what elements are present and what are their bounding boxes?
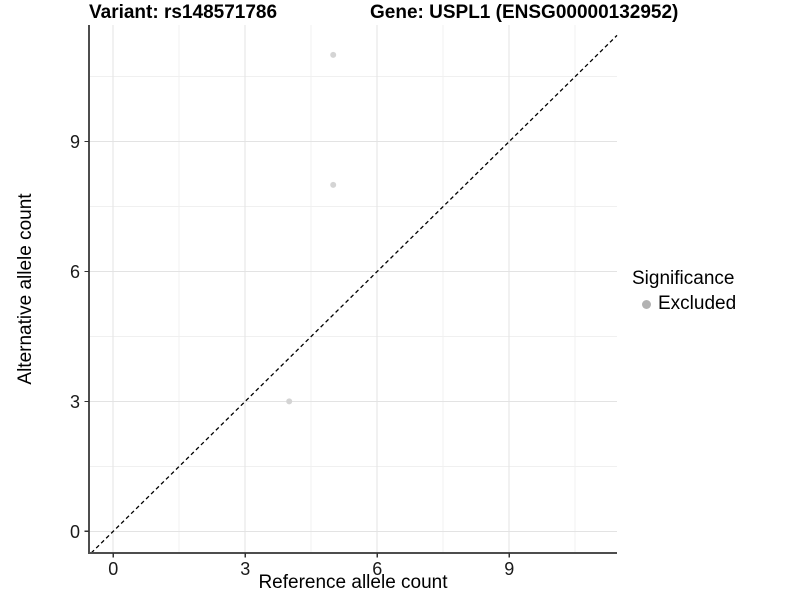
- data-point: [286, 398, 293, 405]
- identity-line: [90, 34, 618, 554]
- legend-item-excluded: Excluded: [632, 293, 736, 315]
- legend: Significance Excluded: [632, 268, 736, 315]
- y-tick-label: 6: [70, 262, 80, 282]
- x-tick-label: 6: [372, 559, 382, 579]
- plot-title-variant: Variant: rs148571786: [89, 2, 278, 23]
- x-tick-label: 0: [108, 559, 118, 579]
- data-point: [330, 51, 337, 58]
- y-axis-title: Alternative allele count: [15, 193, 36, 385]
- data-point: [330, 181, 337, 188]
- legend-dot-icon: [642, 299, 651, 309]
- legend-item-label: Excluded: [658, 293, 737, 314]
- y-tick-label: 3: [70, 392, 80, 412]
- plot-title-gene: Gene: USPL1 (ENSG00000132952): [370, 2, 679, 23]
- legend-title: Significance: [632, 268, 735, 289]
- y-tick-label: 9: [70, 132, 80, 152]
- x-tick-label: 9: [504, 559, 514, 579]
- x-tick-label: 3: [240, 559, 250, 579]
- y-tick-label: 0: [70, 522, 80, 542]
- x-axis-title: Reference allele count: [258, 572, 448, 593]
